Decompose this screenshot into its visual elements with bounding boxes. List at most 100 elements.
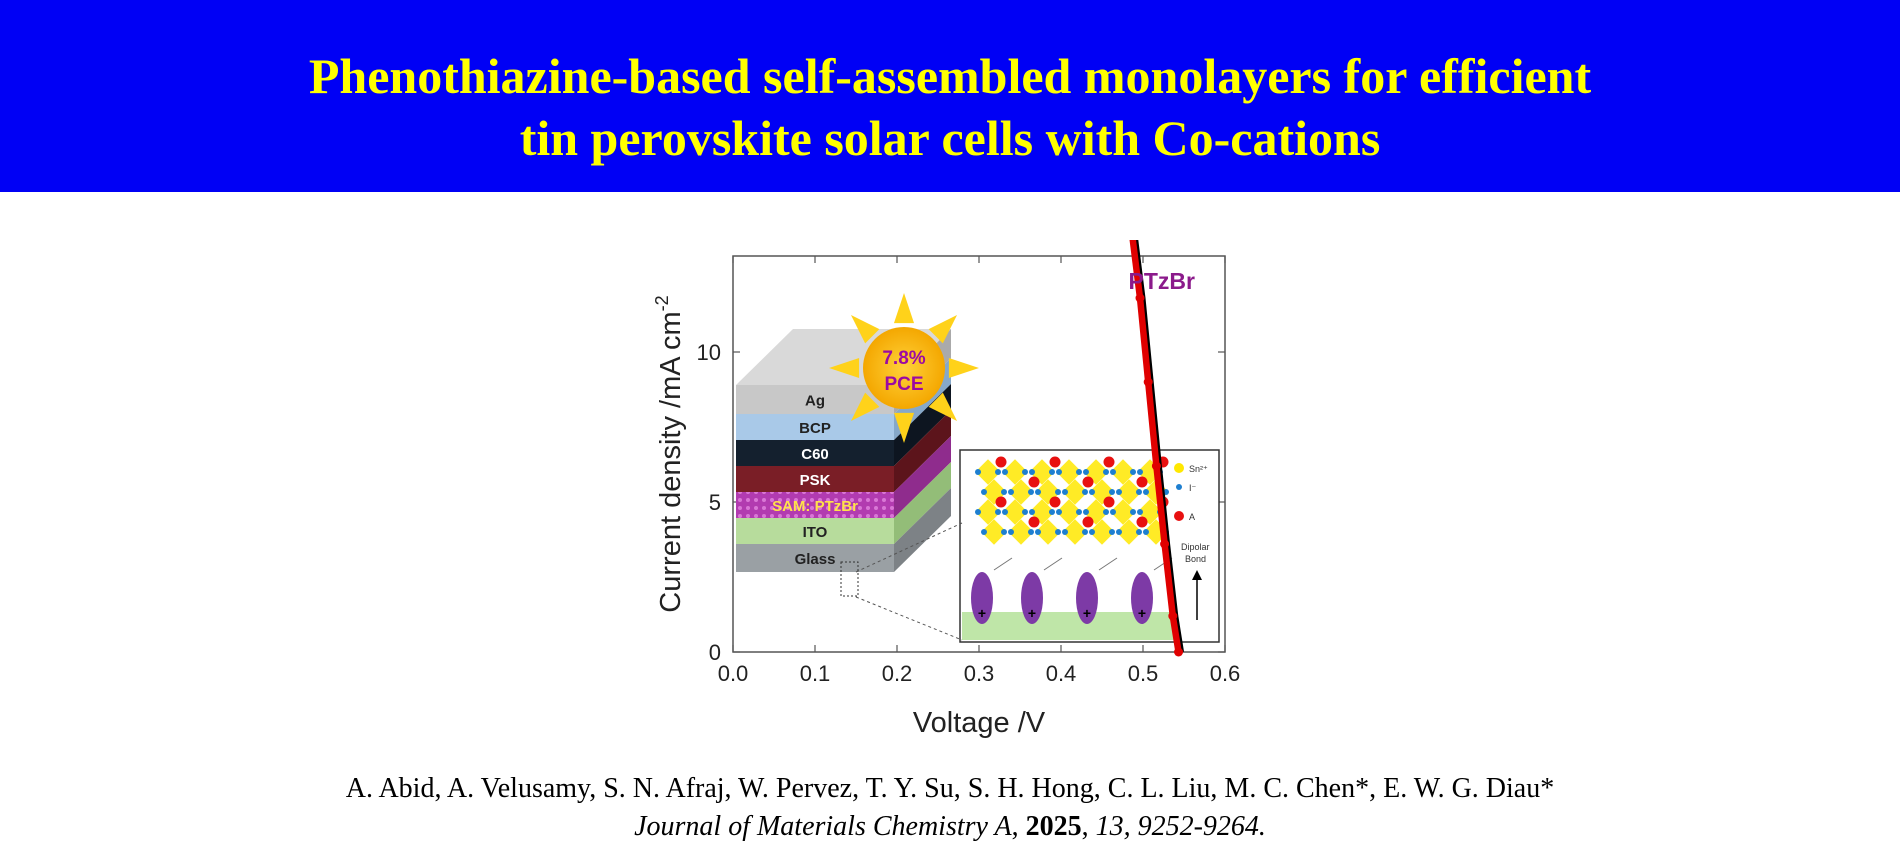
y-axis-label-superscript: -2 — [652, 295, 672, 311]
pce-value: 7.8% — [882, 348, 925, 369]
lattice-iodide — [1130, 469, 1136, 475]
stack-layer-label: Ag — [805, 393, 825, 410]
lattice-cation — [1049, 496, 1061, 508]
sun-ray — [850, 392, 880, 422]
lattice-iodide — [1001, 529, 1007, 535]
lattice-iodide — [1028, 529, 1034, 535]
lattice-iodide — [1056, 509, 1062, 515]
stack-layer-side — [894, 410, 951, 492]
stack-layer-front — [736, 492, 894, 518]
stack-layer-side — [894, 462, 951, 544]
data-point — [1168, 611, 1178, 621]
lattice-octahedron — [975, 499, 1001, 525]
dipole-plus: + — [978, 605, 986, 621]
lattice-octahedron — [1002, 459, 1028, 485]
journal-separator-2: , — [1081, 811, 1096, 842]
paper-title: Phenothiazine-based self-assembled monol… — [0, 45, 1900, 169]
series-line-ptzbr — [1129, 240, 1182, 653]
lattice-iodide — [1055, 489, 1061, 495]
lattice-iodide — [1022, 509, 1028, 515]
lattice-iodide — [1028, 489, 1034, 495]
lattice-iodide — [1103, 469, 1109, 475]
lattice-cation — [995, 456, 1007, 468]
dipole-plus: + — [1028, 605, 1036, 621]
inset-legend-i-dot — [1176, 484, 1182, 490]
stack-layer-front — [736, 518, 894, 544]
lattice-iodide — [1083, 509, 1089, 515]
journal-name: Journal of Materials Chemistry A — [634, 811, 1012, 842]
lattice-iodide — [1035, 489, 1041, 495]
author-list: A. Abid, A. Velusamy, S. N. Afraj, W. Pe… — [345, 773, 1555, 804]
lattice-iodide — [1089, 529, 1095, 535]
lattice-octahedron — [975, 459, 1001, 485]
inset-legend-a: A — [1189, 512, 1195, 522]
x-tick-label: 0.4 — [1046, 661, 1077, 686]
lattice-iodide — [981, 529, 987, 535]
lattice-iodide — [1049, 509, 1055, 515]
lattice-iodide — [1056, 469, 1062, 475]
lattice-iodide — [1143, 529, 1149, 535]
x-tick-label: 0.0 — [718, 661, 749, 686]
stack-layer-label: PSK — [800, 472, 831, 489]
lattice-iodide — [1143, 489, 1149, 495]
lattice-iodide — [1002, 509, 1008, 515]
inset-legend-sn-dot — [1174, 463, 1184, 473]
inset-legend-sn: Sn²⁺ — [1189, 464, 1208, 474]
sun-ray — [829, 357, 860, 379]
lattice-iodide — [1022, 469, 1028, 475]
sun-ray — [893, 293, 915, 324]
sun-ray — [928, 314, 958, 344]
data-point — [1143, 377, 1153, 387]
chart-legend-ptzbr: PTzBr — [1129, 268, 1196, 294]
stack-layer-front — [736, 414, 894, 440]
pce-badge-disc — [863, 327, 945, 409]
stack-layer-side — [894, 488, 951, 572]
zoom-box — [840, 561, 859, 597]
y-tick-label: 5 — [709, 490, 721, 515]
lattice-iodide — [1029, 469, 1035, 475]
zoom-line-bottom — [855, 596, 963, 641]
lattice-iodide — [1029, 509, 1035, 515]
lattice-iodide — [1083, 469, 1089, 475]
lattice-iodide — [1110, 509, 1116, 515]
journal-reference: Journal of Materials Chemistry A, 2025, … — [0, 808, 1900, 846]
lattice-iodide — [1055, 529, 1061, 535]
data-point — [1160, 539, 1170, 549]
inset-dipolar-label: Dipolar — [1181, 542, 1210, 552]
lattice-octahedron — [981, 519, 1007, 545]
lattice-iodide — [1116, 489, 1122, 495]
lattice-iodide — [1110, 469, 1116, 475]
inset-legend-i: I⁻ — [1189, 483, 1197, 493]
inset-bond-label: Bond — [1185, 554, 1206, 564]
lattice-cation — [1082, 516, 1094, 528]
lattice-iodide — [1136, 529, 1142, 535]
lattice-iodide — [1035, 529, 1041, 535]
lattice-cation — [1136, 516, 1148, 528]
lattice-iodide — [1137, 509, 1143, 515]
molecule-bond — [1043, 557, 1063, 571]
x-tick-label: 0.1 — [800, 661, 831, 686]
dipole-ellipse — [1131, 572, 1153, 624]
lattice-iodide — [1076, 509, 1082, 515]
lattice-cation — [1136, 476, 1148, 488]
x-tick-label: 0.3 — [964, 661, 995, 686]
dipole-ellipse — [1021, 572, 1043, 624]
lattice-octahedron — [1002, 499, 1028, 525]
lattice-iodide — [1049, 469, 1055, 475]
jv-curve-chart: Voltage /V Current density /mA cm-2 0.0 0… — [652, 240, 1240, 739]
lattice-iodide — [1001, 489, 1007, 495]
sun-ray — [893, 412, 915, 443]
lattice-iodide — [975, 469, 981, 475]
x-tick-label: 0.5 — [1128, 661, 1159, 686]
inset-dipole-arrowhead — [1192, 570, 1202, 580]
dipole-ellipse — [1076, 572, 1098, 624]
inset-legend-a-dot — [1174, 511, 1184, 521]
lattice-cation — [1028, 516, 1040, 528]
pce-badge: 7.8% PCE — [829, 293, 979, 443]
lattice-iodide — [1089, 489, 1095, 495]
zoom-line-top — [855, 522, 963, 573]
lattice-iodide — [1002, 469, 1008, 475]
lattice-cation — [995, 496, 1007, 508]
lattice-iodide — [981, 489, 987, 495]
dipole-ellipse — [971, 572, 993, 624]
